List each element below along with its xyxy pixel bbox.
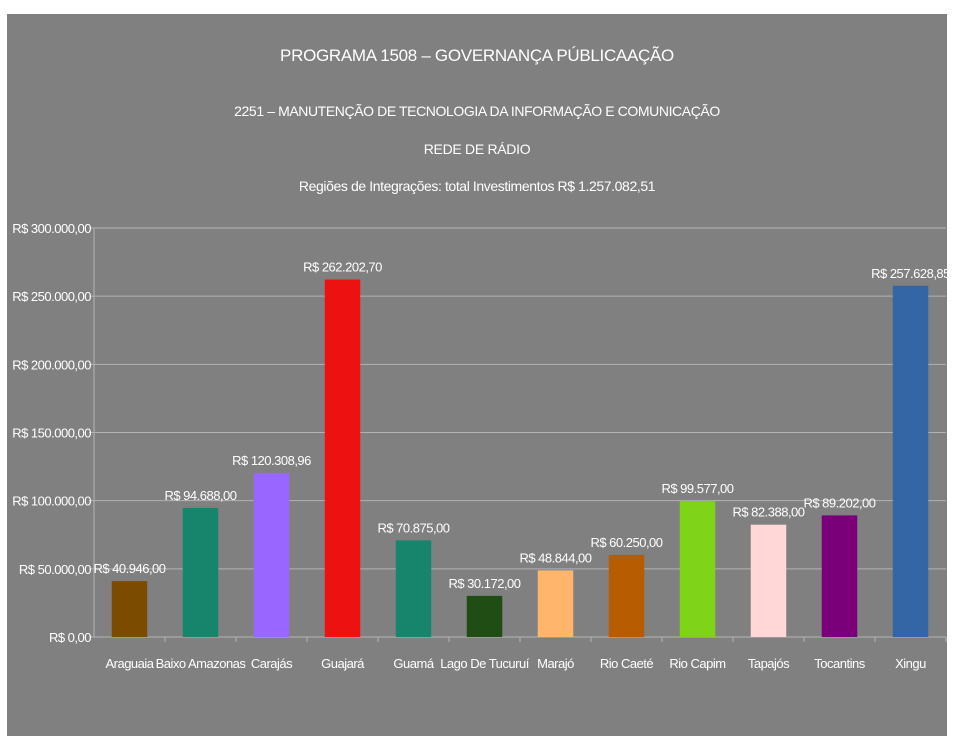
y-tick-label: R$ 100.000,00 bbox=[12, 494, 91, 509]
data-label: R$ 99.577,00 bbox=[661, 481, 733, 496]
data-label: R$ 89.202,00 bbox=[803, 495, 875, 510]
x-category-label: Carajás bbox=[251, 656, 293, 671]
chart-title: PROGRAMA 1508 – GOVERNANÇA PÚBLICAAÇÃO bbox=[280, 46, 674, 65]
x-category-label: Baixo Amazonas bbox=[156, 656, 247, 671]
x-category-label: Guajará bbox=[321, 656, 365, 671]
bar-rio-capim bbox=[679, 501, 716, 637]
data-label: R$ 120.308,96 bbox=[232, 453, 311, 468]
data-label: R$ 30.172,00 bbox=[448, 576, 520, 591]
y-tick-label: R$ 300.000,00 bbox=[12, 221, 91, 236]
chart-subtitle-radio-network: REDE DE RÁDIO bbox=[423, 141, 531, 157]
x-category-label: Xingu bbox=[895, 656, 926, 671]
chart-subtitle-total-investment: Regiões de Integrações: total Investimen… bbox=[298, 178, 656, 194]
x-category-label: Rio Capim bbox=[669, 656, 725, 671]
bar-maraj- bbox=[537, 570, 574, 637]
bar-guajar- bbox=[324, 279, 361, 637]
bar-caraj-s bbox=[253, 472, 290, 637]
x-category-label: Rio Caeté bbox=[600, 656, 654, 671]
x-category-label: Marajó bbox=[537, 656, 574, 671]
bar-araguaia bbox=[111, 581, 148, 637]
bar-tocantins bbox=[821, 515, 858, 637]
data-label: R$ 94.688,00 bbox=[164, 488, 236, 503]
y-tick-label: R$ 200.000,00 bbox=[12, 357, 91, 372]
bar-guam- bbox=[395, 540, 432, 637]
chart-subtitle-program-action: 2251 – MANUTENÇÃO DE TECNOLOGIA DA INFOR… bbox=[234, 103, 720, 119]
bar-lago-de-tucuru- bbox=[466, 595, 503, 637]
x-category-label: Tapajós bbox=[748, 656, 790, 671]
y-tick-label: R$ 250.000,00 bbox=[12, 289, 91, 304]
data-label: R$ 262.202,70 bbox=[303, 260, 382, 275]
x-category-label: Lago De Tucuruí bbox=[440, 656, 530, 671]
y-tick-label: R$ 150.000,00 bbox=[12, 426, 91, 441]
bar-baixo-amazonas bbox=[182, 507, 219, 637]
y-tick-label: R$ 0,00 bbox=[49, 630, 91, 645]
data-label: R$ 82.388,00 bbox=[732, 505, 804, 520]
x-category-label: Guamá bbox=[393, 656, 434, 671]
data-label: R$ 60.250,00 bbox=[590, 535, 662, 550]
data-label: R$ 48.844,00 bbox=[519, 550, 591, 565]
data-label: R$ 40.946,00 bbox=[93, 561, 165, 576]
data-label: R$ 70.875,00 bbox=[377, 520, 449, 535]
data-label: R$ 257.628,85 bbox=[871, 266, 950, 281]
x-category-label: Tocantins bbox=[814, 656, 865, 671]
x-category-label: Araguaia bbox=[105, 656, 154, 671]
bar-tapaj-s bbox=[750, 524, 787, 637]
bar-xingu bbox=[892, 285, 929, 637]
bar-rio-caet- bbox=[608, 554, 645, 637]
y-tick-label: R$ 50.000,00 bbox=[19, 562, 91, 577]
